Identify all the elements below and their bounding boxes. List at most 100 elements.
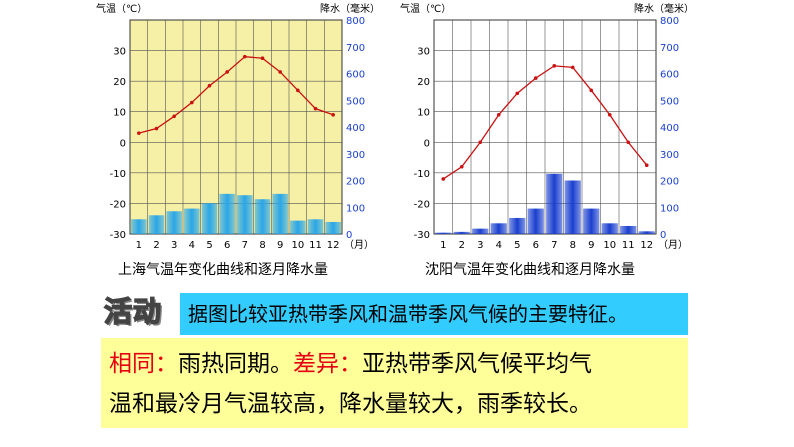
temperature-point — [190, 100, 194, 105]
temperature-point — [515, 91, 520, 96]
left-tick-label: 0 — [424, 138, 430, 149]
precip-bar — [254, 199, 271, 234]
temperature-point — [225, 70, 229, 74]
right-tick-label: 100 — [660, 203, 679, 214]
x-tick-label: 9 — [588, 240, 594, 251]
right-tick-label: 600 — [346, 70, 365, 81]
caption-shanghai: 上海气温年变化曲线和逐月降水量 — [118, 262, 328, 278]
chart-shanghai: 30 20 10 0 -10 -20 -30 800 700 600 500 400 300 200 100… — [92, 0, 382, 258]
precip-bar — [435, 232, 452, 234]
precip-bar — [237, 195, 253, 234]
precip-bar — [166, 211, 182, 234]
x-tick-label: 6 — [533, 240, 539, 251]
temperature-line — [442, 65, 648, 180]
answer-diff-line1: 亚热带季风气候平均气 — [362, 351, 592, 377]
precip-bar — [472, 228, 489, 234]
x-tick-label: 9 — [277, 240, 283, 251]
x-tick-label: 2 — [153, 240, 159, 251]
chart-svg: 3020100-10-20-30800700600500400300200100… — [400, 2, 694, 251]
precip-bar — [201, 203, 218, 234]
temperature-point — [207, 83, 212, 88]
left-tick-label: 20 — [113, 77, 126, 88]
left-tick-label: -30 — [110, 230, 126, 241]
month-unit-label: （月） — [344, 239, 374, 251]
precip-bar — [601, 223, 618, 234]
right-tick-label: 200 — [346, 177, 365, 188]
temperature-point — [589, 88, 594, 93]
temperature-point — [533, 76, 538, 80]
right-tick-label: 0 — [660, 230, 666, 241]
right-tick-label: 800 — [660, 16, 679, 27]
temperature-point — [478, 140, 483, 145]
x-tick-label: 4 — [189, 240, 195, 251]
right-axis-label: 降水（毫米） — [634, 2, 694, 15]
right-tick-label: 100 — [346, 203, 365, 214]
left-tick-label: 10 — [417, 108, 430, 119]
temperature-point — [607, 112, 612, 117]
left-tick-label: 0 — [120, 138, 126, 149]
right-tick-label: 800 — [346, 16, 365, 27]
x-tick-label: 10 — [603, 240, 616, 251]
right-tick-label: 500 — [660, 96, 679, 107]
precip-bar — [184, 208, 200, 234]
x-tick-label: 12 — [327, 240, 340, 251]
temperature-point — [278, 70, 282, 74]
precip-bar — [148, 215, 165, 234]
x-tick-label: 6 — [224, 240, 230, 251]
temperature-point — [441, 177, 446, 181]
precip-bar — [490, 223, 507, 234]
answer-box: 相同：雨热同期。差异：亚热带季风气候平均气 温和最冷月气温较高，降水量较大，雨季… — [101, 338, 688, 428]
x-tick-label: 2 — [459, 240, 465, 251]
x-tick-label: 3 — [171, 240, 177, 251]
right-tick-label: 300 — [346, 150, 365, 161]
chart-svg: 3020100-10-20-30800700600500400300200100… — [96, 2, 380, 251]
left-tick-label: -30 — [414, 230, 430, 241]
temperature-point — [172, 114, 176, 119]
precip-bar — [527, 208, 544, 234]
temperature-point — [496, 112, 501, 117]
x-tick-label: 8 — [570, 240, 576, 251]
x-tick-label: 1 — [136, 240, 142, 251]
answer-line-1: 相同：雨热同期。差异：亚热带季风气候平均气 — [109, 344, 680, 384]
left-tick-label: -20 — [110, 199, 126, 210]
chart-shenyang: 30 20 10 0 -10 -20 -30 800 700 600 500 400 300 200 100… — [396, 0, 696, 258]
right-tick-label: 200 — [660, 177, 679, 188]
x-tick-label: 8 — [259, 240, 265, 251]
activity-prompt: 据图比较亚热带季风和温带季风气候的主要特征。 — [180, 293, 688, 335]
x-tick-label: 7 — [551, 240, 557, 251]
right-tick-label: 700 — [660, 43, 679, 54]
precip-bar — [453, 231, 470, 234]
left-tick-label: -10 — [414, 169, 430, 180]
x-tick-label: 3 — [477, 240, 483, 251]
temperature-point — [154, 126, 159, 131]
temperature-line — [138, 56, 334, 134]
left-tick-label: 20 — [417, 77, 430, 88]
right-tick-label: 0 — [346, 230, 352, 241]
x-tick-label: 11 — [622, 240, 635, 251]
temperature-point — [243, 54, 247, 59]
right-tick-label: 400 — [346, 123, 365, 134]
month-unit-label: （月） — [658, 239, 688, 251]
precip-bar — [583, 208, 600, 234]
precip-bar — [638, 231, 655, 234]
answer-label-same: 相同： — [109, 351, 178, 377]
precip-bar — [325, 221, 341, 234]
temperature-point — [570, 65, 575, 70]
temperature-point — [137, 131, 141, 135]
right-axis-label: 降水（毫米） — [320, 2, 380, 15]
left-tick-label: 30 — [417, 47, 430, 58]
left-axis-label: 气温（℃） — [400, 2, 451, 15]
temperature-point — [626, 140, 631, 145]
answer-label-diff: 差异： — [293, 351, 362, 377]
temperature-point — [313, 106, 318, 111]
right-tick-label: 700 — [346, 43, 365, 54]
temperature-point — [331, 112, 335, 117]
precip-bar — [272, 193, 288, 234]
precip-bar — [131, 219, 147, 234]
x-tick-label: 12 — [640, 240, 653, 251]
left-axis-label: 气温（℃） — [96, 2, 147, 15]
caption-shenyang: 沈阳气温年变化曲线和逐月降水量 — [425, 262, 635, 278]
right-tick-label: 500 — [346, 96, 365, 107]
temperature-point — [296, 88, 300, 93]
precip-bar — [307, 219, 324, 234]
